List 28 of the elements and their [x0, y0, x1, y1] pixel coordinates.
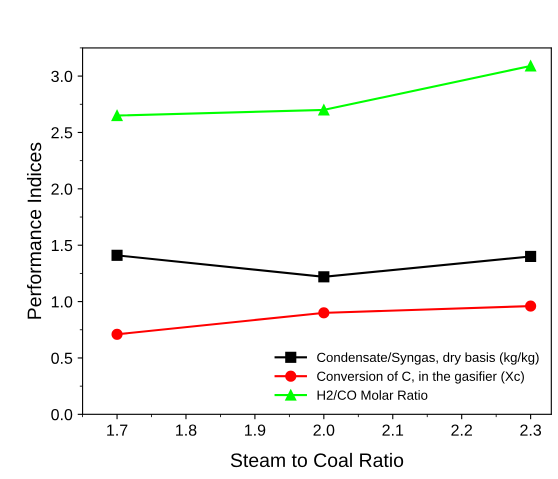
y-tick-label: 0.5	[51, 352, 72, 364]
y-tick-label: 3.0	[51, 70, 72, 82]
legend-label: Conversion of C, in the gasifier (Xc)	[317, 371, 524, 384]
legend-label: Condensate/Syngas, dry basis (kg/kg)	[317, 352, 539, 365]
x-tick-label: 2.1	[382, 424, 404, 436]
x-tick-label: 1.8	[176, 424, 196, 436]
x-axis-title: Steam to Coal Ratio	[230, 452, 404, 468]
x-tick-label: 2.0	[314, 424, 334, 436]
point	[525, 250, 536, 262]
y-tick-label: 1.5	[52, 240, 72, 252]
legend-label: H2/CO Molar Ratio	[318, 390, 428, 400]
point	[525, 300, 536, 312]
y-axis-title: Performance Indices	[26, 142, 42, 319]
point	[111, 328, 123, 340]
point	[318, 104, 330, 116]
y-tick-label: 2.0	[51, 183, 72, 195]
x-tick-label: 2.3	[520, 424, 542, 436]
point	[111, 250, 123, 261]
x-tick-label: 1.7	[107, 424, 128, 436]
x-tick-label: 2.2	[451, 424, 472, 436]
point	[318, 271, 330, 282]
x-tick-label: 1.9	[245, 424, 266, 436]
y-tick-label: 2.5	[51, 127, 72, 138]
point	[525, 60, 536, 72]
point	[318, 307, 330, 318]
y-tick-label: 0.0	[51, 408, 72, 420]
point	[111, 110, 123, 122]
y-tick-label: 1.0	[52, 296, 72, 308]
